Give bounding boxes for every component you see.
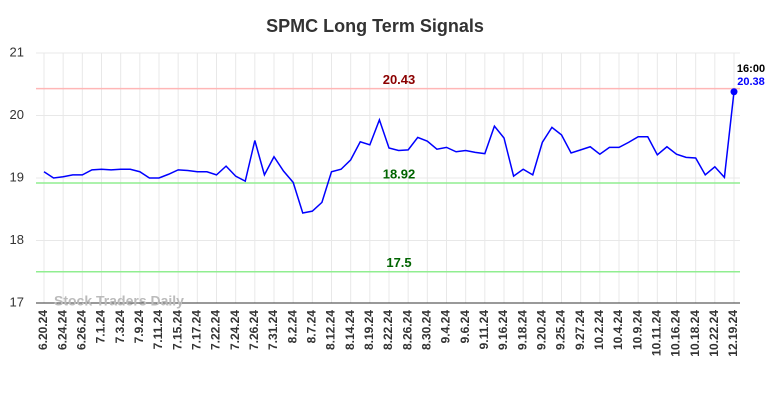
x-tick-label: 9.11.24	[477, 310, 491, 350]
x-tick-label: 6.24.24	[55, 310, 69, 350]
x-tick-label: 12.19.24	[726, 310, 740, 357]
x-tick-label: 8.7.24	[305, 310, 319, 344]
x-tick-label: 7.17.24	[190, 310, 204, 350]
x-tick-label: 7.22.24	[209, 310, 223, 350]
last-point	[730, 88, 738, 96]
x-tick-label: 10.11.24	[650, 310, 664, 356]
x-tick-label: 8.14.24	[343, 310, 357, 350]
x-tick-label: 8.19.24	[362, 310, 376, 350]
signal-label: 20.43	[383, 72, 416, 87]
x-tick-label: 7.26.24	[247, 310, 261, 350]
x-tick-label: 7.3.24	[113, 310, 127, 344]
x-tick-label: 8.26.24	[400, 310, 414, 350]
x-tick-label: 7.11.24	[151, 310, 165, 350]
x-tick-label: 7.15.24	[170, 310, 184, 350]
x-tick-label: 9.16.24	[496, 310, 510, 350]
x-tick-label: 10.16.24	[669, 310, 683, 357]
x-tick-label: 9.6.24	[458, 310, 472, 344]
x-tick-label: 10.18.24	[688, 310, 702, 357]
x-tick-label: 9.20.24	[535, 310, 549, 350]
y-tick-label: 19	[10, 169, 24, 184]
signal-label: 17.5	[386, 255, 411, 270]
y-tick-label: 17	[10, 294, 24, 309]
x-tick-label: 7.24.24	[228, 310, 242, 350]
x-tick-label: 6.26.24	[75, 310, 89, 350]
x-tick-label: 10.2.24	[592, 310, 606, 350]
signal-label: 18.92	[383, 166, 416, 181]
x-tick-label: 9.4.24	[439, 310, 453, 344]
x-tick-label: 7.9.24	[132, 310, 146, 344]
x-tick-label: 8.22.24	[381, 310, 395, 350]
x-tick-label: 7.1.24	[94, 310, 108, 344]
x-tick-label: 6.20.24	[36, 310, 50, 350]
y-tick-label: 21	[10, 44, 24, 59]
x-tick-label: 10.9.24	[630, 310, 644, 350]
chart-title: SPMC Long Term Signals	[266, 16, 484, 36]
last-time: 16:00	[737, 63, 765, 75]
y-tick-label: 18	[10, 232, 24, 247]
x-tick-label: 9.27.24	[573, 310, 587, 350]
price-line	[43, 91, 735, 214]
x-tick-label: 7.31.24	[266, 310, 280, 350]
x-tick-label: 10.4.24	[611, 310, 625, 350]
x-tick-label: 9.25.24	[554, 310, 568, 350]
y-tick-label: 20	[10, 107, 24, 122]
watermark: Stock Traders Daily	[54, 293, 184, 309]
last-value: 20.38	[737, 76, 765, 88]
x-tick-label: 8.2.24	[285, 310, 299, 344]
x-tick-label: 8.30.24	[420, 310, 434, 350]
x-tick-label: 9.18.24	[515, 310, 529, 350]
x-tick-label: 8.12.24	[324, 310, 338, 350]
x-tick-label: 10.22.24	[707, 310, 721, 357]
